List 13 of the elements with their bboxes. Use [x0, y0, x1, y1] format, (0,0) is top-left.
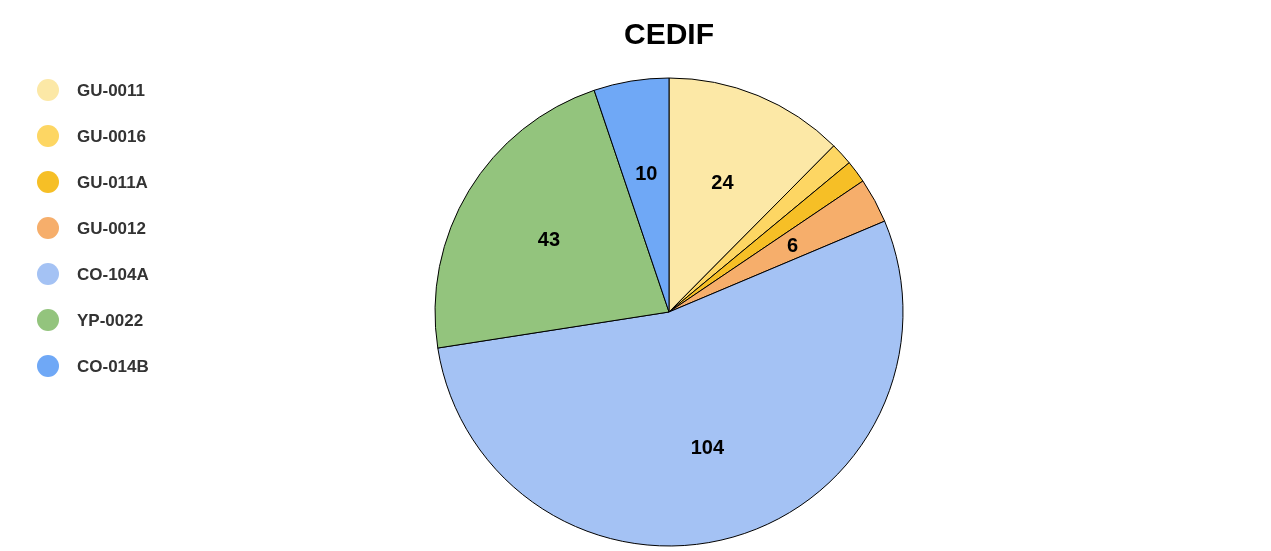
- legend-label: GU-0012: [77, 218, 146, 238]
- legend-label: GU-0016: [77, 126, 146, 146]
- legend-label: GU-0011: [77, 80, 146, 100]
- data-label: 104: [690, 436, 725, 459]
- data-label: 6: [786, 234, 799, 257]
- legend-label: YP-0022: [77, 310, 144, 330]
- data-label: 43: [537, 228, 561, 251]
- data-label: 24: [711, 171, 735, 194]
- chart-title: CEDIF: [624, 17, 714, 50]
- data-label: 10: [635, 162, 658, 185]
- legend-label: CO-014B: [77, 356, 149, 376]
- legend-label: CO-104A: [77, 264, 149, 284]
- legend-label: GU-011A: [77, 172, 148, 192]
